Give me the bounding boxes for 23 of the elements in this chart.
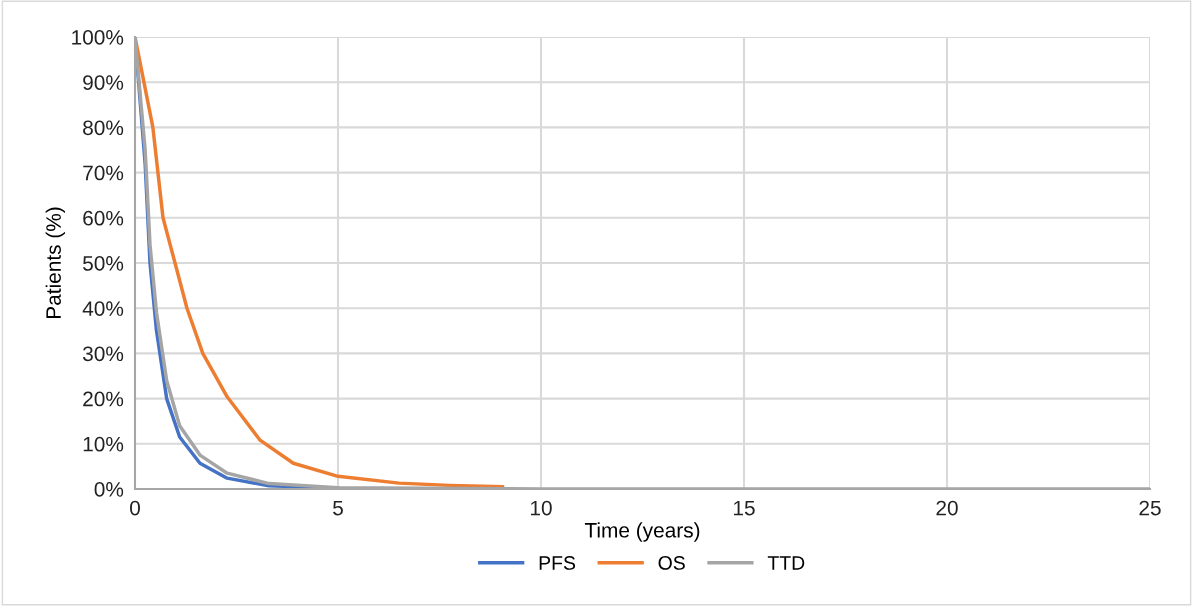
x-tick-label: 15	[734, 500, 755, 516]
y-tick-label: 70%	[83, 165, 124, 181]
y-tick-label: 0%	[94, 482, 124, 497]
line-series	[135, 37, 1150, 489]
y-tick-label: 10%	[83, 436, 124, 452]
y-tick-label: 100%	[72, 30, 124, 45]
x-tick-label: 10	[531, 500, 552, 516]
y-tick-label: 50%	[83, 256, 124, 271]
y-tick-label: 40%	[82, 301, 124, 316]
legend-label: TTD	[767, 556, 805, 570]
y-tick-label: 60%	[83, 210, 124, 226]
y-axis-title: Patients (%)	[45, 207, 66, 319]
y-tick-label: 20%	[83, 391, 124, 407]
legend-label: OS	[658, 556, 685, 570]
x-tick-label: 25	[1139, 500, 1161, 516]
x-tick-label: 5	[333, 500, 343, 516]
y-tick-label: 90%	[83, 75, 124, 90]
x-tick-label: 20	[936, 500, 958, 516]
x-axis-title: Time (years)	[584, 522, 700, 542]
y-tick-label: 30%	[82, 346, 124, 362]
y-tick-label: 80%	[83, 120, 124, 136]
legend-label: PFS	[539, 556, 576, 570]
x-tick-label: 0	[130, 500, 140, 516]
